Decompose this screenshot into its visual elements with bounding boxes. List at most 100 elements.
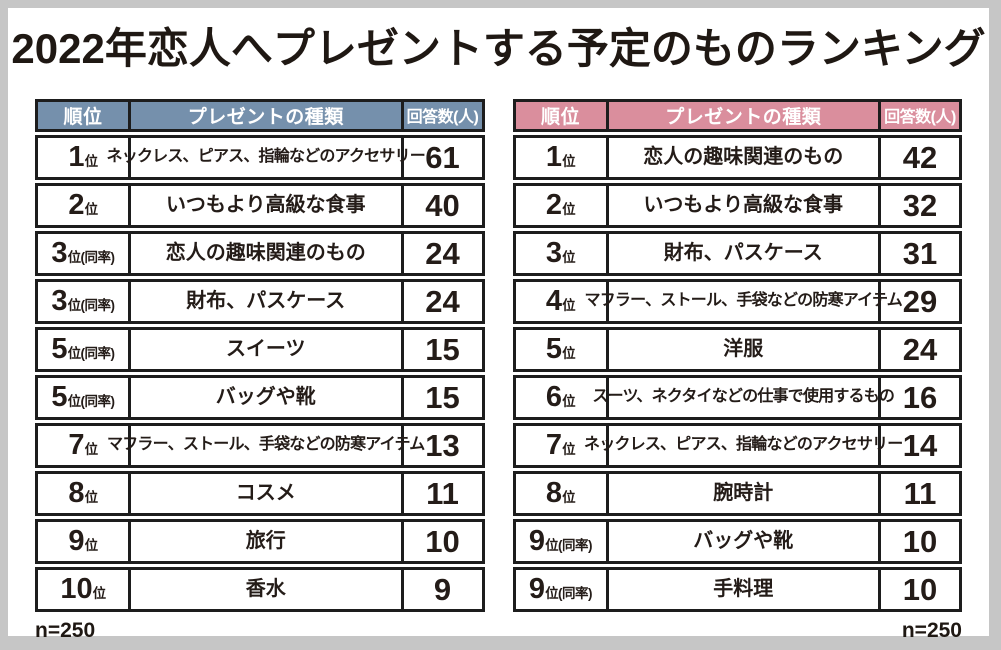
rank-number: 2 (545, 188, 563, 221)
rank-number: 4 (545, 284, 563, 317)
item-label: 腕時計 (713, 482, 774, 505)
item-label: 恋人の趣味関連のもの (165, 242, 366, 265)
item-cell: 恋人の趣味関連のもの (605, 137, 881, 177)
count-cell: 15 (404, 330, 482, 369)
item-label: バッグや靴 (215, 386, 316, 409)
item-cell: マフラー、ストール、手袋などの防寒アイテム (585, 281, 903, 321)
item-label: 香水 (245, 578, 286, 601)
rank-number: 5 (545, 332, 563, 365)
item-label: スイーツ (225, 338, 306, 361)
rank-suffix: 位 (84, 442, 99, 458)
table-row: 5 位(同率) バッグや靴 15 (35, 374, 485, 420)
rank-number: 9 (528, 572, 546, 605)
rank-number: 5 (51, 380, 68, 413)
rank-suffix: 位 (562, 490, 576, 506)
count-value: 24 (902, 331, 938, 367)
rank-cell: 10 位 (38, 570, 128, 609)
item-label: マフラー、ストール、手袋などの防寒アイテム (584, 292, 903, 310)
rank-number: 7 (545, 428, 563, 461)
count-cell: 24 (881, 330, 959, 369)
count-value: 10 (902, 571, 938, 607)
item-cell: いつもより高級な食事 (128, 185, 404, 225)
item-cell: 財布、パスケース (605, 233, 881, 273)
count-cell: 14 (881, 426, 959, 465)
count-value: 32 (902, 187, 938, 223)
rank-suffix: 位(同率) (67, 394, 116, 410)
rank-suffix: 位(同率) (67, 250, 116, 266)
item-cell: 財布、パスケース (128, 281, 404, 321)
count-cell: 42 (881, 138, 959, 177)
count-value: 24 (425, 235, 460, 271)
sample-size-label-left: n=250 (35, 618, 96, 642)
count-cell: 24 (404, 282, 482, 321)
count-value: 9 (433, 571, 452, 607)
count-cell: 15 (404, 378, 482, 417)
item-label: 手料理 (713, 578, 774, 601)
item-cell: スイーツ (128, 329, 404, 369)
rank-number: 1 (545, 140, 563, 173)
rank-number: 8 (545, 476, 563, 509)
rank-number: 1 (68, 140, 85, 173)
rank-number: 3 (545, 236, 563, 269)
item-cell: マフラー、ストール、手袋などの防寒アイテム (107, 425, 425, 465)
rank-cell: 3 位(同率) (38, 282, 128, 321)
rank-suffix: 位 (92, 586, 107, 602)
rank-cell: 5 位(同率) (38, 378, 128, 417)
table-header-left: 順位 プレゼントの種類 回答数(人) (35, 98, 485, 132)
rank-suffix: 位(同率) (67, 346, 116, 362)
table-row: 10 位 香水 9 (35, 566, 485, 612)
count-value: 13 (425, 427, 460, 463)
item-label: 旅行 (245, 530, 286, 553)
count-cell: 13 (404, 426, 482, 465)
item-label: 恋人の趣味関連のもの (643, 146, 844, 169)
rank-number: 3 (51, 236, 68, 269)
header-rank-label: 順位 (540, 106, 580, 128)
count-cell: 10 (881, 522, 959, 561)
rank-cell: 9 位(同率) (516, 522, 606, 561)
item-label: マフラー、ストール、手袋などの防寒アイテム (107, 436, 425, 454)
count-cell: 31 (881, 234, 959, 273)
item-cell: スーツ、ネクタイなどの仕事で使用するもの (592, 377, 895, 417)
rank-suffix: 位 (84, 202, 99, 218)
rank-number: 9 (528, 524, 546, 557)
item-label: ネックレス、ピアス、指輪などのアクセサリー (106, 148, 426, 166)
item-cell: 腕時計 (605, 473, 881, 513)
rank-suffix: 位(同率) (67, 298, 116, 314)
table-row: 3 位(同率) 恋人の趣味関連のもの 24 (35, 230, 485, 276)
rank-suffix: 位(同率) (545, 538, 593, 554)
table-row: 9 位(同率) バッグや靴 10 (512, 518, 962, 564)
count-cell: 24 (404, 234, 482, 273)
count-value: 11 (903, 475, 937, 511)
count-value: 14 (902, 427, 938, 463)
rank-number: 6 (545, 380, 563, 413)
rank-suffix: 位 (562, 442, 576, 458)
count-cell: 32 (881, 186, 959, 225)
rank-suffix: 位 (562, 154, 576, 170)
count-cell: 61 (404, 138, 482, 177)
rank-number: 5 (51, 332, 68, 365)
item-cell: 洋服 (605, 329, 881, 369)
item-cell: 旅行 (128, 521, 404, 561)
header-item-label: プレゼントの種類 (605, 101, 881, 129)
item-cell: 恋人の趣味関連のもの (128, 233, 404, 273)
rank-suffix: 位 (84, 154, 99, 170)
header-item-label: プレゼントの種類 (128, 101, 404, 129)
